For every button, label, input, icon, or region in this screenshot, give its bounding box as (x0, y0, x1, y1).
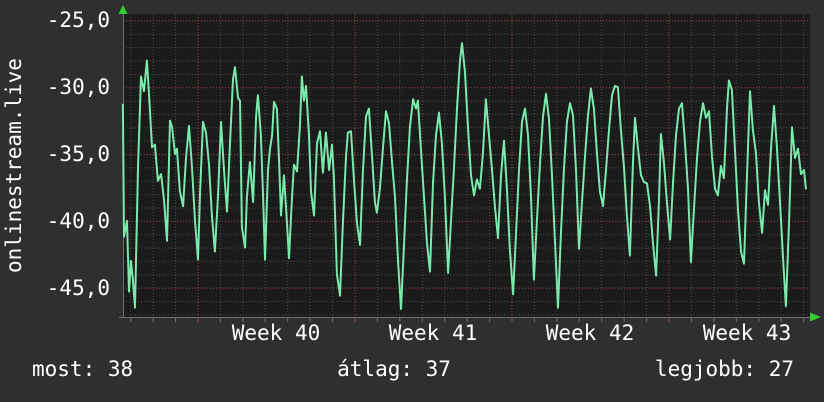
x-axis-label: Week 43 (702, 321, 792, 345)
x-axis-arrow-icon (810, 312, 821, 322)
x-axis-label: Week 41 (388, 321, 478, 345)
stat-atlag: átlag: 37 (337, 357, 451, 381)
y-axis-label: -30,0 (46, 75, 110, 100)
stats-footer: most: 38 átlag: 37 legjobb: 27 (0, 357, 824, 381)
plot-area (118, 5, 821, 322)
x-axis-label: Week 40 (231, 321, 321, 345)
y-axis-label: -35,0 (46, 142, 110, 166)
y-axis-label: -40,0 (46, 208, 110, 233)
y-axis-arrow-icon (118, 5, 128, 14)
plot-background (123, 14, 810, 317)
signal-line (121, 42, 807, 310)
vertical-axis-title: onlinestream.live (2, 58, 26, 273)
x-axis-label: Week 42 (545, 321, 635, 345)
y-axis-label: -45,0 (46, 275, 110, 300)
stat-most: most: 38 (32, 357, 134, 381)
y-axis-label: -25,0 (46, 8, 110, 33)
stat-legjobb: legjobb: 27 (654, 357, 794, 381)
